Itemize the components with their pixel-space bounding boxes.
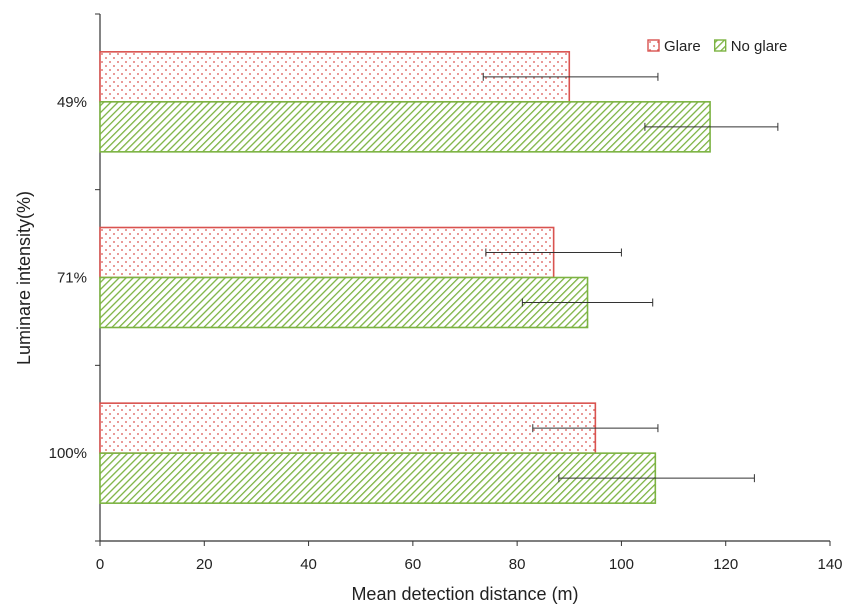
x-tick-label: 80: [509, 556, 526, 573]
bar-no-glare: [99, 101, 711, 153]
bar-no-glare: [99, 276, 589, 329]
legend-label-no-glare: No glare: [731, 38, 788, 55]
y-tick-label: 49%: [57, 94, 87, 111]
x-tick-label: 140: [817, 556, 842, 573]
x-tick-label: 100: [609, 556, 634, 573]
x-tick-label: 120: [713, 556, 738, 573]
y-tick-label: 71%: [57, 270, 87, 287]
bar-glare: [99, 226, 555, 279]
legend-swatch-no-glare: [713, 39, 727, 52]
x-tick-label: 0: [96, 556, 104, 573]
legend-label-glare: Glare: [664, 38, 701, 55]
x-axis-title: Mean detection distance (m): [351, 584, 578, 604]
x-tick-label: 20: [196, 556, 213, 573]
x-tick-label: 60: [405, 556, 422, 573]
y-tick-label: 100%: [49, 445, 87, 462]
bar-glare: [99, 402, 597, 454]
x-tick-label: 40: [300, 556, 317, 573]
y-axis-title: Luminare intensity(%): [14, 191, 34, 365]
legend-swatch-glare: [647, 39, 660, 52]
